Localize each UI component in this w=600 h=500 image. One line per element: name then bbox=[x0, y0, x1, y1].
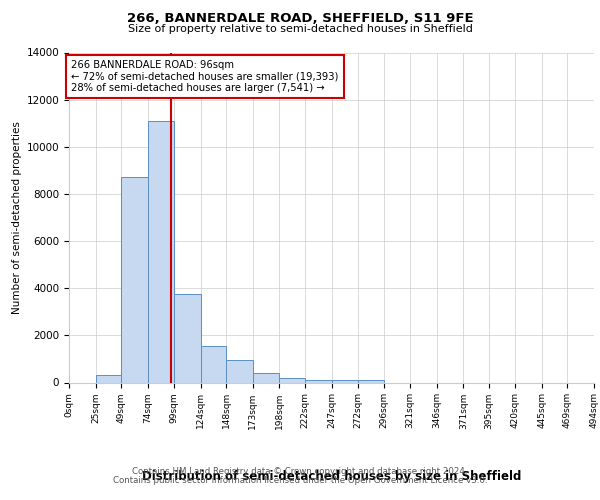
Y-axis label: Number of semi-detached properties: Number of semi-detached properties bbox=[13, 121, 22, 314]
Bar bbox=[201, 346, 226, 383]
Bar bbox=[358, 380, 383, 382]
Bar bbox=[95, 376, 121, 382]
Bar bbox=[305, 380, 331, 382]
Bar bbox=[331, 380, 358, 382]
Bar bbox=[148, 121, 174, 382]
Text: Contains public sector information licensed under the Open Government Licence v3: Contains public sector information licen… bbox=[113, 476, 487, 485]
Text: 266 BANNERDALE ROAD: 96sqm
← 72% of semi-detached houses are smaller (19,393)
28: 266 BANNERDALE ROAD: 96sqm ← 72% of semi… bbox=[71, 60, 338, 93]
Bar bbox=[253, 372, 280, 382]
Bar bbox=[121, 178, 148, 382]
Bar bbox=[280, 378, 305, 382]
Text: Contains HM Land Registry data © Crown copyright and database right 2024.: Contains HM Land Registry data © Crown c… bbox=[132, 467, 468, 476]
Text: Size of property relative to semi-detached houses in Sheffield: Size of property relative to semi-detach… bbox=[128, 24, 472, 34]
Bar bbox=[174, 294, 201, 382]
X-axis label: Distribution of semi-detached houses by size in Sheffield: Distribution of semi-detached houses by … bbox=[142, 470, 521, 484]
Text: 266, BANNERDALE ROAD, SHEFFIELD, S11 9FE: 266, BANNERDALE ROAD, SHEFFIELD, S11 9FE bbox=[127, 12, 473, 26]
Bar bbox=[226, 360, 253, 382]
